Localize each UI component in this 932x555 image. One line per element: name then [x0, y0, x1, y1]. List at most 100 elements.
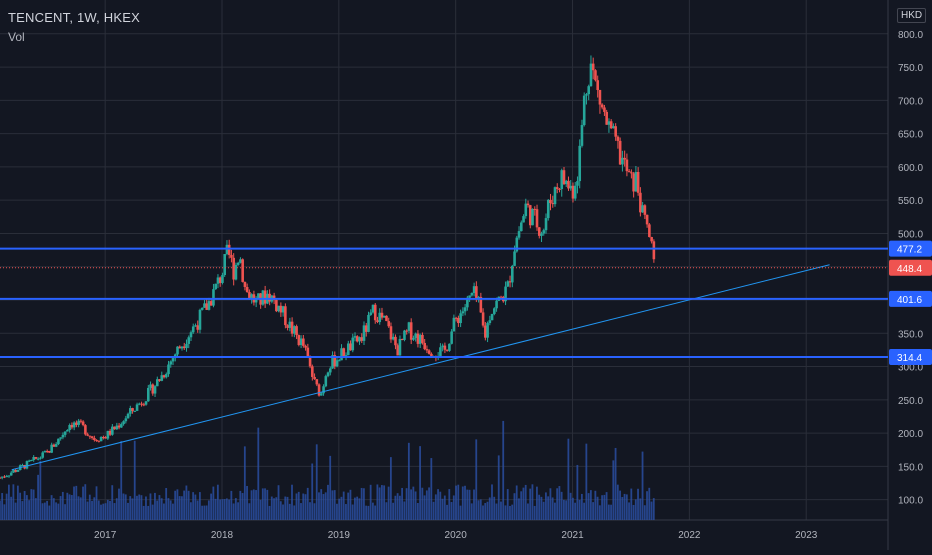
volume-bar [266, 489, 269, 520]
volume-bar [432, 501, 435, 520]
candle-body [196, 325, 200, 330]
candle-body [598, 90, 602, 105]
volume-bar [183, 490, 186, 520]
volume-bar [403, 501, 406, 520]
volume-bar [120, 441, 123, 520]
time-axis-tick: 2021 [561, 530, 584, 541]
volume-bar [542, 501, 545, 520]
volume-bar [261, 488, 264, 520]
candle-body [113, 426, 116, 430]
candle-body [322, 386, 325, 394]
volume-bar [428, 487, 430, 520]
candle-body [295, 326, 298, 336]
candle-body [104, 437, 107, 439]
volume-bar [466, 489, 469, 520]
candle-body [209, 301, 213, 306]
volume-bar [349, 489, 352, 520]
level-price-label: 401.6 [897, 295, 922, 306]
volume-bar [603, 494, 606, 520]
volume-bar [549, 488, 552, 520]
candle-body [158, 379, 161, 381]
volume-bar [268, 505, 271, 520]
candle-body [463, 307, 467, 312]
volume-bar [623, 493, 626, 520]
volume-bar [104, 503, 107, 520]
symbol-title[interactable]: TENCENT, 1W, HKEX [8, 10, 140, 25]
candle-body [506, 281, 510, 287]
candle-body [618, 140, 622, 165]
volume-bar [102, 503, 105, 520]
volume-bar [580, 493, 583, 520]
volume-bar [165, 488, 168, 520]
candle-body [133, 410, 137, 412]
volume-bar [583, 502, 586, 520]
candle-body [288, 321, 292, 328]
volume-bar [527, 503, 529, 520]
volume-bar [196, 500, 199, 520]
volume-bar [138, 494, 141, 520]
volume-bar [30, 489, 33, 520]
volume-bar [641, 451, 644, 520]
candle-body [391, 336, 395, 340]
candle-body [511, 265, 514, 283]
candle-body [171, 358, 175, 362]
candle-body [342, 348, 346, 357]
candle-body [151, 384, 155, 394]
volume-bar [497, 455, 500, 520]
candle-body [297, 335, 301, 346]
currency-label[interactable]: HKD [897, 8, 927, 23]
candle-body [650, 237, 653, 242]
candle-body [75, 422, 78, 425]
candle-body [448, 343, 451, 351]
candle-body [414, 333, 417, 338]
volume-bar [578, 499, 581, 520]
volume-bar [46, 500, 48, 520]
candle-body [450, 331, 453, 344]
volume-bar [515, 485, 518, 520]
candle-body [344, 355, 348, 357]
volume-bar [461, 486, 464, 520]
volume-bar [448, 489, 451, 520]
candle-body [382, 315, 386, 318]
volume-bar [228, 499, 230, 520]
volume-bar [529, 488, 532, 520]
candle-body [333, 355, 337, 367]
candle-body [526, 203, 530, 206]
candle-body [72, 422, 76, 428]
volume-bar [347, 492, 350, 520]
volume-bar [277, 485, 280, 520]
volume-bar [392, 502, 395, 520]
volume-bar [250, 490, 253, 520]
candle-body [546, 199, 550, 219]
candle-body [385, 315, 388, 322]
candle-body [5, 476, 9, 478]
volume-bar [172, 503, 174, 520]
volume-bar [57, 503, 60, 520]
volume-bar [520, 491, 523, 520]
volume-bar [279, 501, 282, 520]
volume-bar [385, 502, 388, 520]
candle-body [93, 438, 96, 441]
candle-body [3, 476, 6, 478]
candle-body [284, 306, 287, 326]
volume-bar [423, 495, 426, 520]
candle-body [207, 301, 211, 310]
candle-body [39, 457, 42, 459]
candle-body [302, 338, 305, 346]
volume-bar [585, 443, 588, 520]
candle-body [299, 338, 303, 346]
candle-body [589, 63, 593, 87]
candle-body [326, 372, 330, 377]
volume-bar [282, 504, 284, 520]
candle-body [562, 170, 566, 185]
candle-body [286, 325, 289, 328]
candle-body [27, 460, 31, 462]
candle-body [337, 360, 341, 362]
volume-bar [136, 495, 138, 520]
volume-bar [84, 484, 87, 520]
candle-body [254, 298, 258, 303]
volume-bar [371, 502, 374, 520]
